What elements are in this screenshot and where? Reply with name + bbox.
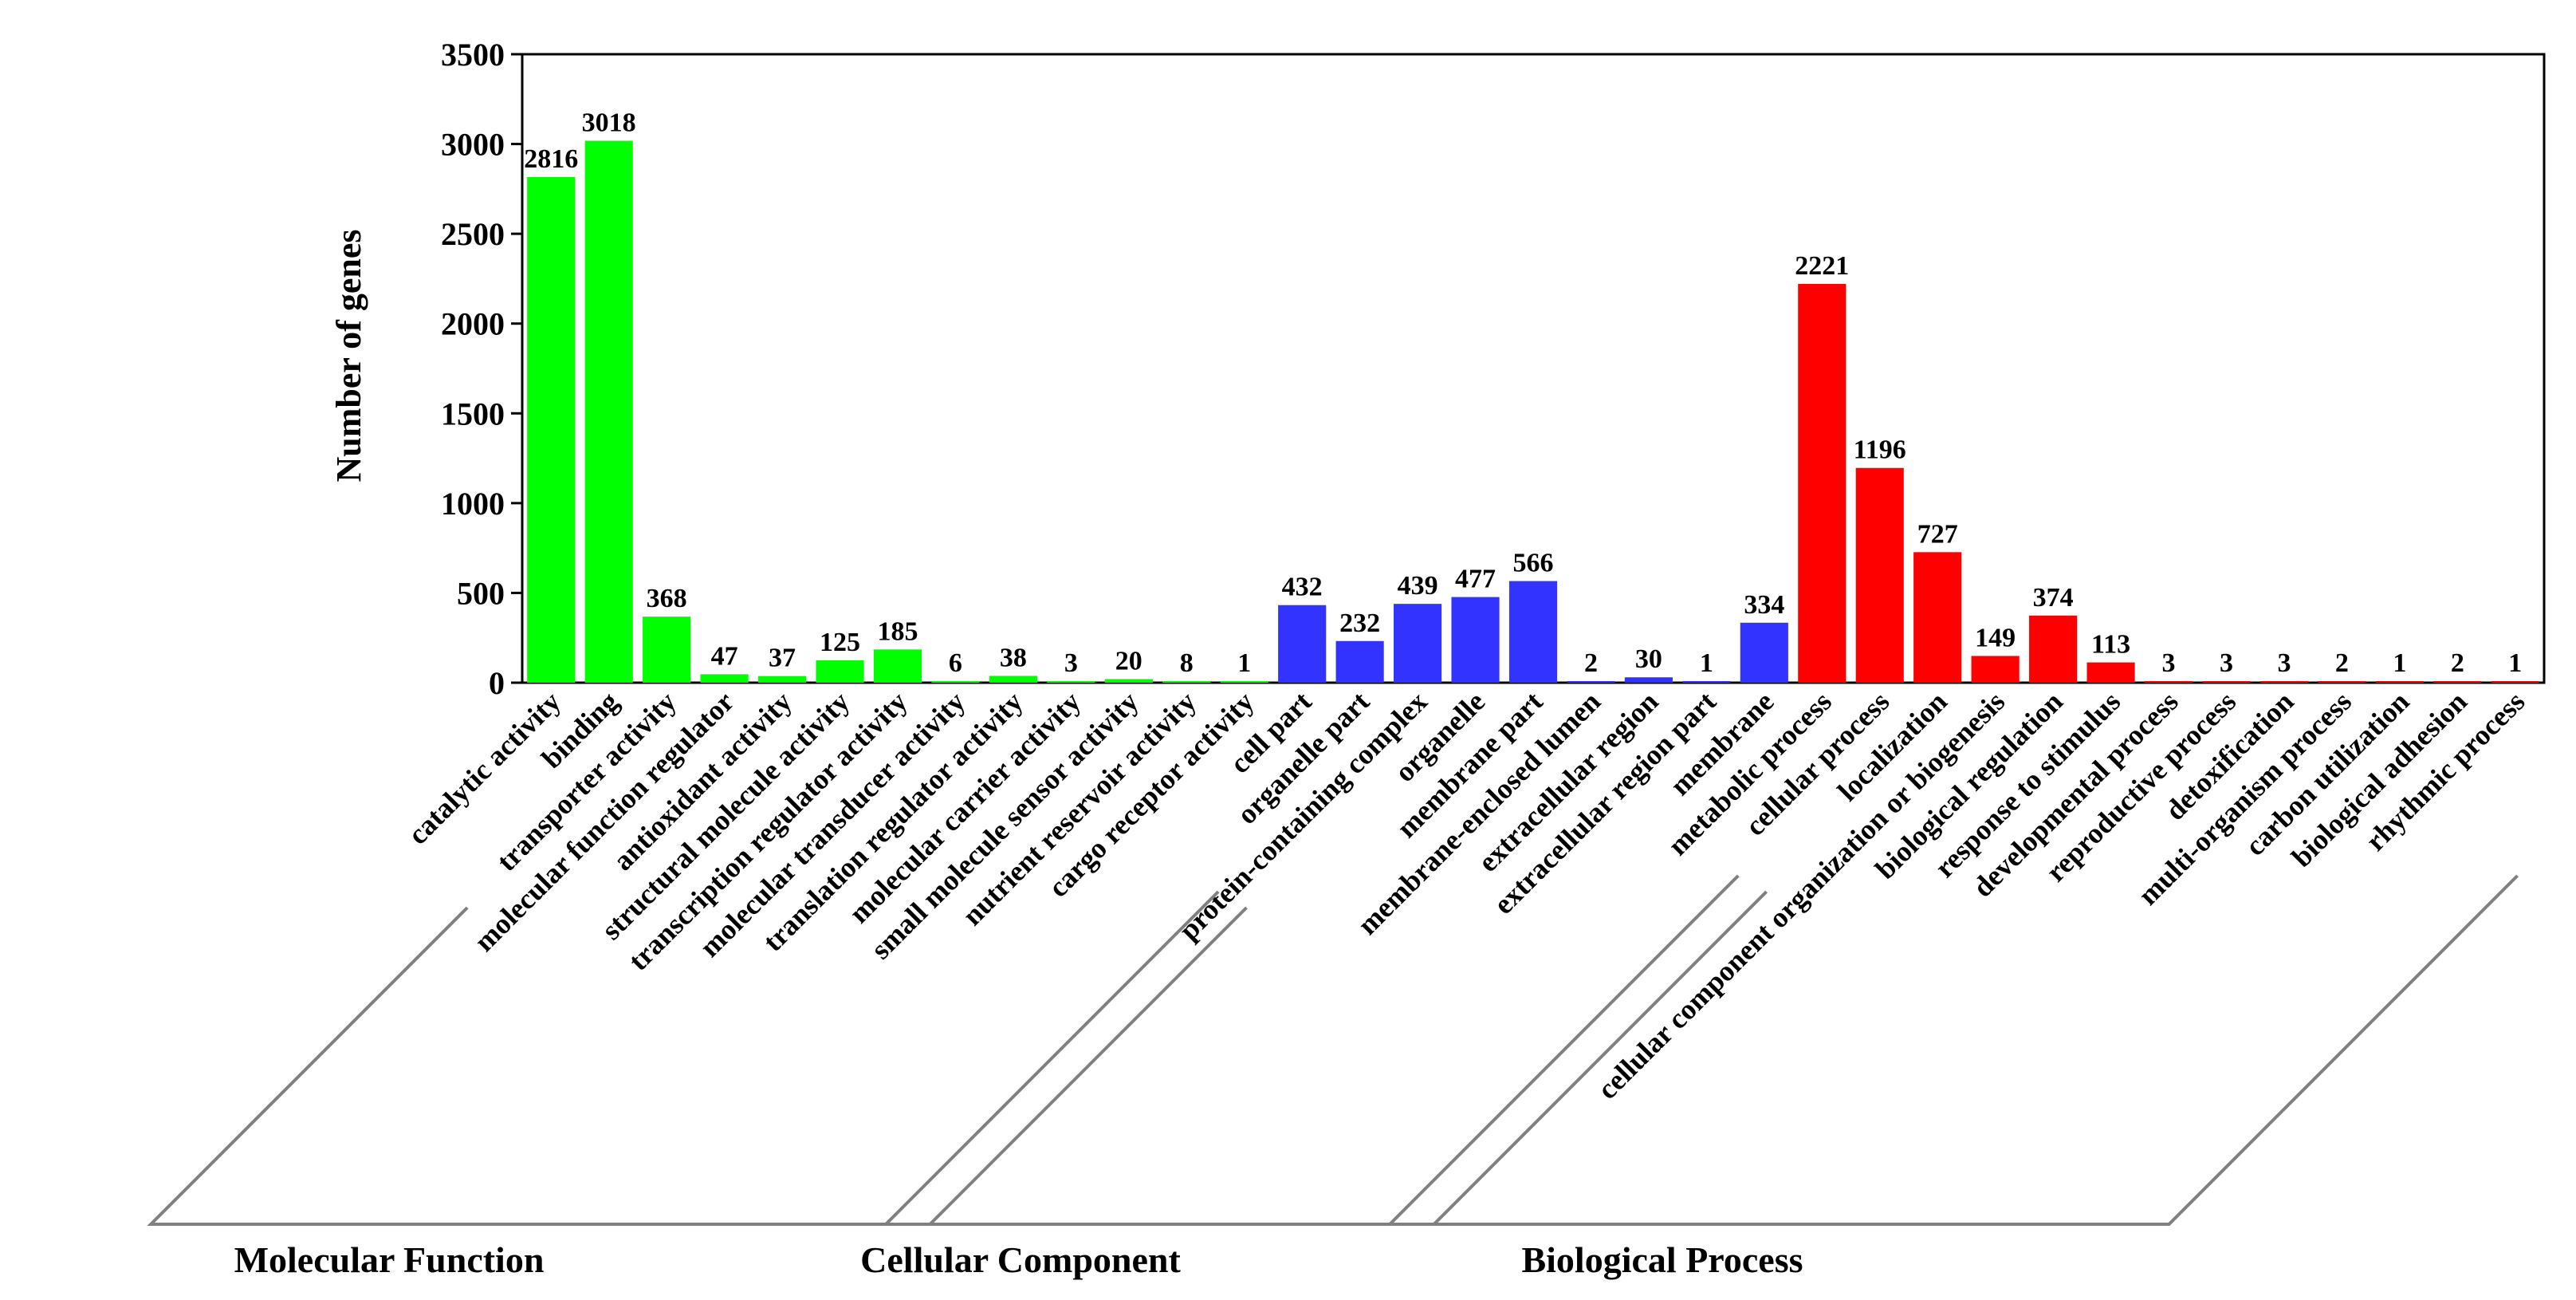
data-label: 3 [1064,648,1078,678]
bar [584,140,633,683]
data-label: 30 [1635,644,1662,674]
bar [1567,681,1615,683]
y-tick-label: 2500 [441,216,505,252]
bar [1855,467,1904,683]
data-label: 20 [1115,646,1142,676]
data-label: 125 [820,628,860,657]
data-label: 1 [1700,648,1713,678]
bar [2029,615,2078,683]
y-axis: 0 500 1000 1500 2000 2500 3000 3500 [441,37,522,701]
bar [1624,677,1673,683]
bar [1740,622,1788,683]
bar [527,176,576,683]
y-tick-label: 500 [457,575,505,611]
data-label: 149 [1975,623,2016,652]
bar [1278,605,1327,683]
data-label: 2 [2335,648,2349,678]
y-tick-label: 1000 [441,486,505,522]
bar [2202,681,2251,683]
bars [527,140,2539,683]
bar [2144,681,2193,683]
bar [757,676,807,683]
bar [931,681,980,683]
data-label: 1 [1237,648,1251,678]
y-tick-label: 1500 [441,396,505,431]
y-tick-label: 3000 [441,127,505,163]
bar [2491,681,2539,683]
y-tick-label: 0 [489,665,505,701]
bar [1682,681,1731,683]
data-label: 477 [1455,565,1496,594]
bar [2086,662,2135,683]
bar [1394,604,1442,683]
bar [873,649,922,683]
data-label: 2221 [1795,251,1849,281]
data-label: 37 [769,644,796,673]
group-label: Cellular Component [860,1239,1181,1280]
data-label: 232 [1339,609,1380,638]
bar [2433,681,2482,683]
data-label: 1 [2393,648,2406,678]
data-label: 439 [1398,571,1438,601]
data-label: 727 [1917,519,1958,549]
data-label: 374 [2033,583,2074,613]
data-label: 1196 [1854,435,1906,465]
bar [1508,581,1558,683]
y-axis-label: Number of genes [329,230,368,483]
bar [1047,681,1095,683]
y-tick-label: 2000 [441,306,505,342]
data-label: 185 [877,617,918,646]
bar [1220,681,1268,683]
data-label: 368 [647,584,687,613]
bar [816,660,864,683]
bar [1913,552,1962,683]
group-bracket [1386,874,2519,1226]
data-label: 2816 [524,144,578,174]
data-label: 566 [1513,549,1554,578]
group-brackets: Molecular Function Cellular Component Biol… [147,874,2519,1280]
bar [1104,679,1153,683]
data-label: 3018 [582,108,636,138]
data-label: 8 [1180,648,1194,678]
y-tick-label: 3500 [441,37,505,73]
data-label: 1 [2508,648,2522,678]
data-label: 6 [949,648,962,678]
data-label: 113 [2091,630,2130,660]
bar [643,617,691,683]
group-label: Biological Process [1521,1239,1803,1280]
data-label: 38 [1000,643,1027,672]
bar [2259,681,2309,683]
bar [989,676,1037,683]
data-label: 432 [1282,573,1323,602]
data-label: 3 [2277,648,2291,678]
group-bracket [147,906,1248,1226]
bar [2375,681,2424,683]
data-label: 3 [2220,648,2233,678]
data-label: 334 [1744,590,1784,620]
group-bracket [882,890,1768,1226]
data-label: 2 [2451,648,2464,678]
bar [1335,640,1384,683]
data-label: 3 [2162,648,2176,678]
bar [700,674,749,683]
bar [1971,656,2020,683]
bar [1798,283,1846,683]
data-label: 47 [711,641,738,671]
data-label: 2 [1584,648,1598,678]
bar [1451,597,1500,683]
bar [1162,681,1211,683]
bar [2318,681,2366,683]
group-label: Molecular Function [234,1239,545,1280]
